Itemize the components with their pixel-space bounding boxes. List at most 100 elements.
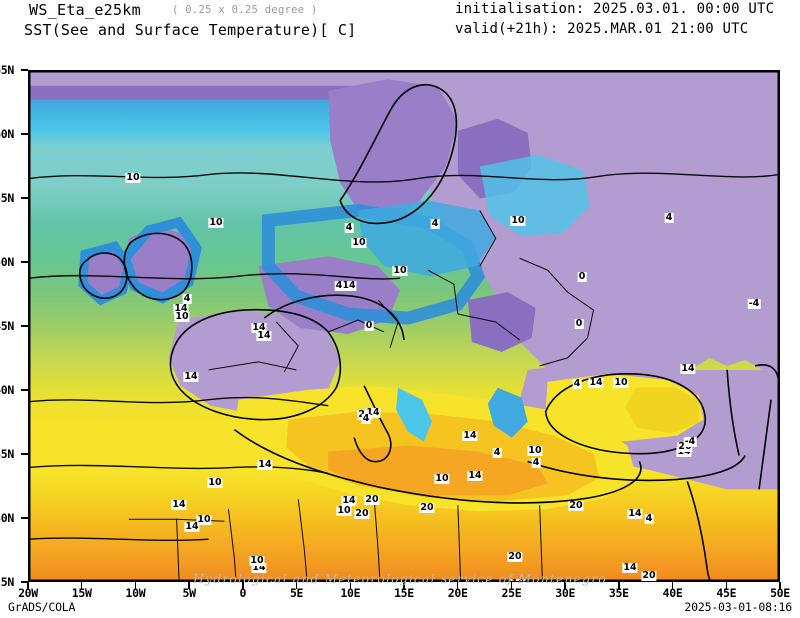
latitude-tick-label: 40N — [0, 383, 14, 397]
longitude-tick-mark — [134, 582, 137, 589]
longitude-tick-mark — [618, 582, 620, 589]
latitude-tick-label: 25N — [0, 575, 14, 589]
contour-value-label: 10 — [125, 172, 141, 183]
latitude-tick-label: 65N — [0, 63, 14, 77]
contour-value-label: 10 — [613, 377, 629, 388]
contour-value-label: 10 — [174, 311, 190, 322]
latitude-tick-mark — [21, 517, 28, 519]
longitude-tick-mark — [349, 582, 352, 589]
contour-value-label: 0 — [574, 318, 584, 329]
contour-value-label: 14 — [341, 495, 357, 506]
variable-title-label: SST(See and Surface Temperature)[ C] — [24, 21, 357, 39]
longitude-tick-label: 15W — [71, 586, 92, 600]
contour-value-label: 0 — [577, 271, 587, 282]
latitude-tick-mark — [21, 453, 28, 455]
contour-value-label: 4 — [531, 457, 541, 468]
contour-value-label: 14 — [462, 430, 478, 441]
longitude-tick-label: 20E — [447, 586, 468, 600]
contour-value-label: 10 — [527, 445, 543, 456]
longitude-tick-label: 30E — [555, 586, 576, 600]
longitude-tick-mark — [403, 582, 405, 589]
contour-value-label: 14 — [251, 562, 267, 573]
longitude-tick-mark — [510, 582, 513, 589]
longitude-tick-label: 40E — [662, 586, 683, 600]
longitude-tick-label: 20W — [18, 586, 38, 600]
contour-value-label: 14 — [251, 322, 267, 333]
longitude-tick-mark — [80, 582, 83, 589]
contour-value-label: 20 — [364, 494, 380, 505]
contour-value-label: 10 — [336, 505, 352, 516]
contour-value-label: 10 — [249, 555, 265, 566]
longitude-tick-label: 10E — [340, 586, 361, 600]
initialisation-label: initialisation: 2025.03.01. 00:00 UTC — [455, 1, 775, 17]
longitude-tick-mark — [27, 582, 29, 589]
latitude-tick-label: 30N — [0, 511, 14, 525]
contour-value-label: 14 — [256, 330, 272, 341]
contour-value-label: 14 — [257, 459, 273, 470]
contour-value-label: 20 — [507, 551, 523, 562]
longitude-tick-label: 0 — [239, 586, 247, 600]
contour-value-label: 14 — [173, 303, 189, 314]
latitude-tick-mark — [21, 389, 28, 391]
contour-value-label: 10 — [510, 579, 526, 581]
longitude-tick-label: 25E — [501, 586, 522, 600]
contour-value-label: 14 — [365, 407, 381, 418]
longitude-tick-mark — [188, 582, 190, 589]
producer-label: GrADS/COLA — [8, 600, 76, 614]
contour-value-label: -4 — [747, 298, 761, 309]
latitude-tick-mark — [21, 197, 28, 199]
contour-value-label: 20 — [419, 502, 435, 513]
contour-value-label: 20 — [641, 570, 657, 581]
contour-value-label: 14 — [588, 377, 604, 388]
latitude-tick-label: 60N — [0, 127, 14, 141]
contour-value-label: 4 — [572, 378, 582, 389]
latitude-tick-label: 50N — [0, 255, 14, 269]
longitude-tick-mark — [725, 582, 728, 589]
contour-value-label: 10 — [208, 217, 224, 228]
longitude-tick-label: 15E — [394, 586, 414, 600]
longitude-tick-mark — [295, 582, 298, 589]
contour-value-label: 4 — [182, 293, 192, 304]
longitude-tick-label: 5E — [289, 586, 304, 600]
contour-value-label: 14 — [627, 508, 643, 519]
contour-value-label: 14 — [680, 363, 696, 374]
contour-value-label: 10 — [196, 514, 212, 525]
contour-value-label: 4 — [344, 222, 354, 233]
contour-value-label: 20 — [354, 508, 370, 519]
contour-value-label: 0 — [364, 320, 374, 331]
contour-value-label: -4 — [683, 436, 697, 447]
longitude-tick-label: 50E — [770, 586, 790, 600]
latitude-tick-mark — [21, 133, 28, 135]
latitude-tick-mark — [21, 261, 28, 263]
sst-raster — [29, 71, 779, 581]
contour-value-label: 10 — [351, 237, 367, 248]
contour-value-label: 4 — [361, 413, 371, 424]
contour-value-label: 4 — [644, 513, 654, 524]
longitude-tick-label: 45E — [716, 586, 737, 600]
contour-value-label: 10 — [510, 215, 526, 226]
model-name-label: WS_Eta_e25km — [29, 1, 141, 19]
contour-value-label: 14 — [171, 499, 187, 510]
longitude-tick-mark — [456, 582, 459, 589]
latitude-tick-label: 35N — [0, 447, 14, 461]
contour-value-label: 4 — [492, 447, 502, 458]
contour-value-label: 14 — [183, 371, 199, 382]
contour-value-label: 4 — [430, 218, 440, 229]
contour-value-label: 10 — [434, 473, 450, 484]
contour-value-label: 20 — [568, 500, 584, 511]
longitude-tick-mark — [564, 582, 566, 589]
contour-value-label: 4 — [334, 280, 344, 291]
latitude-tick-label: 55N — [0, 191, 14, 205]
contour-value-label: 14 — [184, 521, 200, 532]
contour-value-label: 14 — [622, 562, 638, 573]
contour-value-label: 10 — [392, 265, 408, 276]
longitude-tick-mark — [779, 582, 781, 589]
latitude-tick-mark — [21, 581, 28, 583]
contour-value-label: 14 — [467, 470, 483, 481]
contour-value-label: 4 — [664, 212, 674, 223]
contour-value-label: 10 — [207, 477, 223, 488]
valid-time-label: valid(+21h): 2025.MAR.01 21:00 UTC — [455, 21, 749, 37]
map-plot-area: 1010410410414410144100141400141041414201… — [28, 70, 780, 582]
latitude-tick-mark — [21, 69, 28, 71]
